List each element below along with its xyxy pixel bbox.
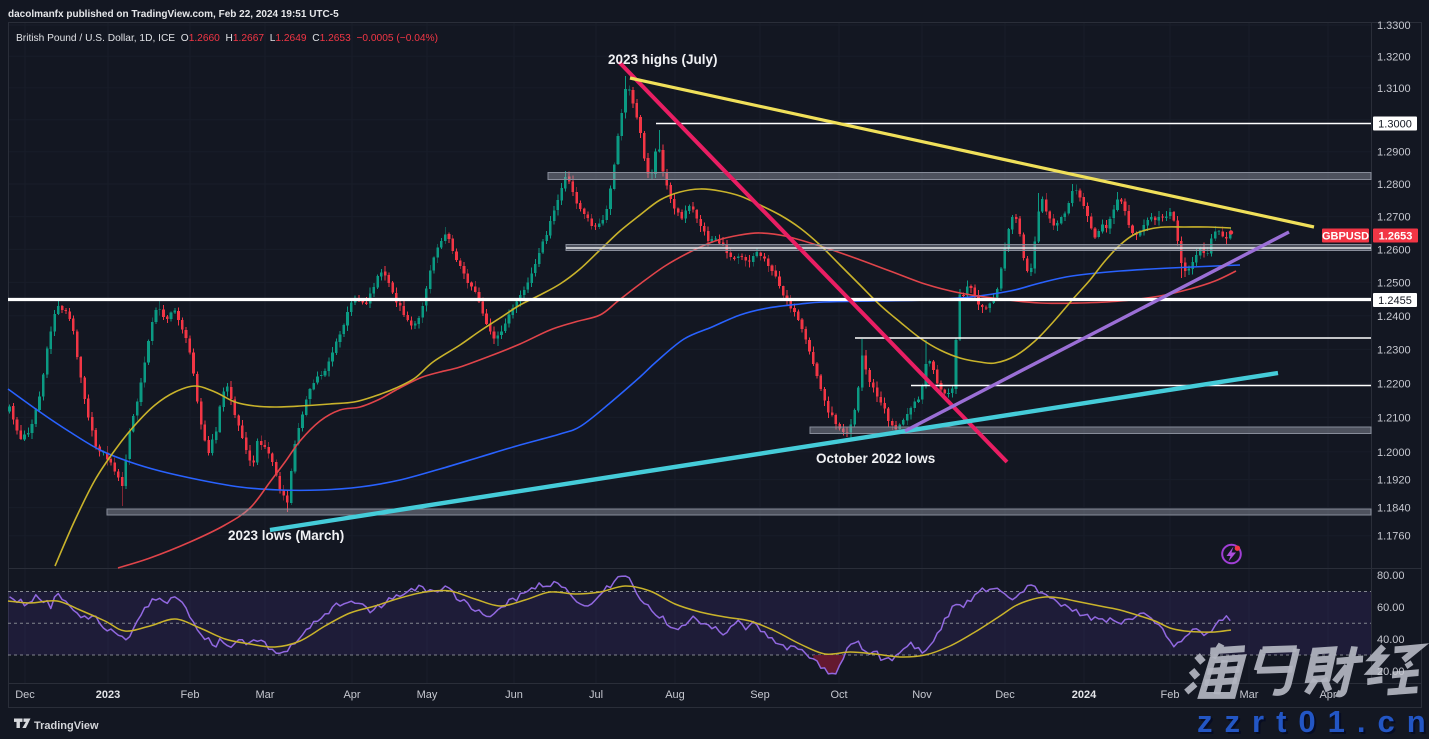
svg-text:October 2022 lows: October 2022 lows: [816, 451, 935, 466]
svg-text:1.2653: 1.2653: [1379, 231, 1413, 243]
svg-text:1.3000: 1.3000: [1378, 119, 1412, 131]
svg-text:British Pound / U.S. Dollar, 1: British Pound / U.S. Dollar, 1D, ICE O1.…: [16, 33, 438, 44]
svg-text:1.2455: 1.2455: [1378, 295, 1412, 307]
svg-text:dacolmanfx published on Tradin: dacolmanfx published on TradingView.com,…: [8, 9, 339, 20]
svg-text:2023 lows (March): 2023 lows (March): [228, 528, 344, 543]
svg-text:2023 highs (July): 2023 highs (July): [608, 52, 718, 67]
svg-text:GBPUSD: GBPUSD: [1322, 231, 1369, 243]
svg-text:TradingView: TradingView: [34, 720, 99, 732]
